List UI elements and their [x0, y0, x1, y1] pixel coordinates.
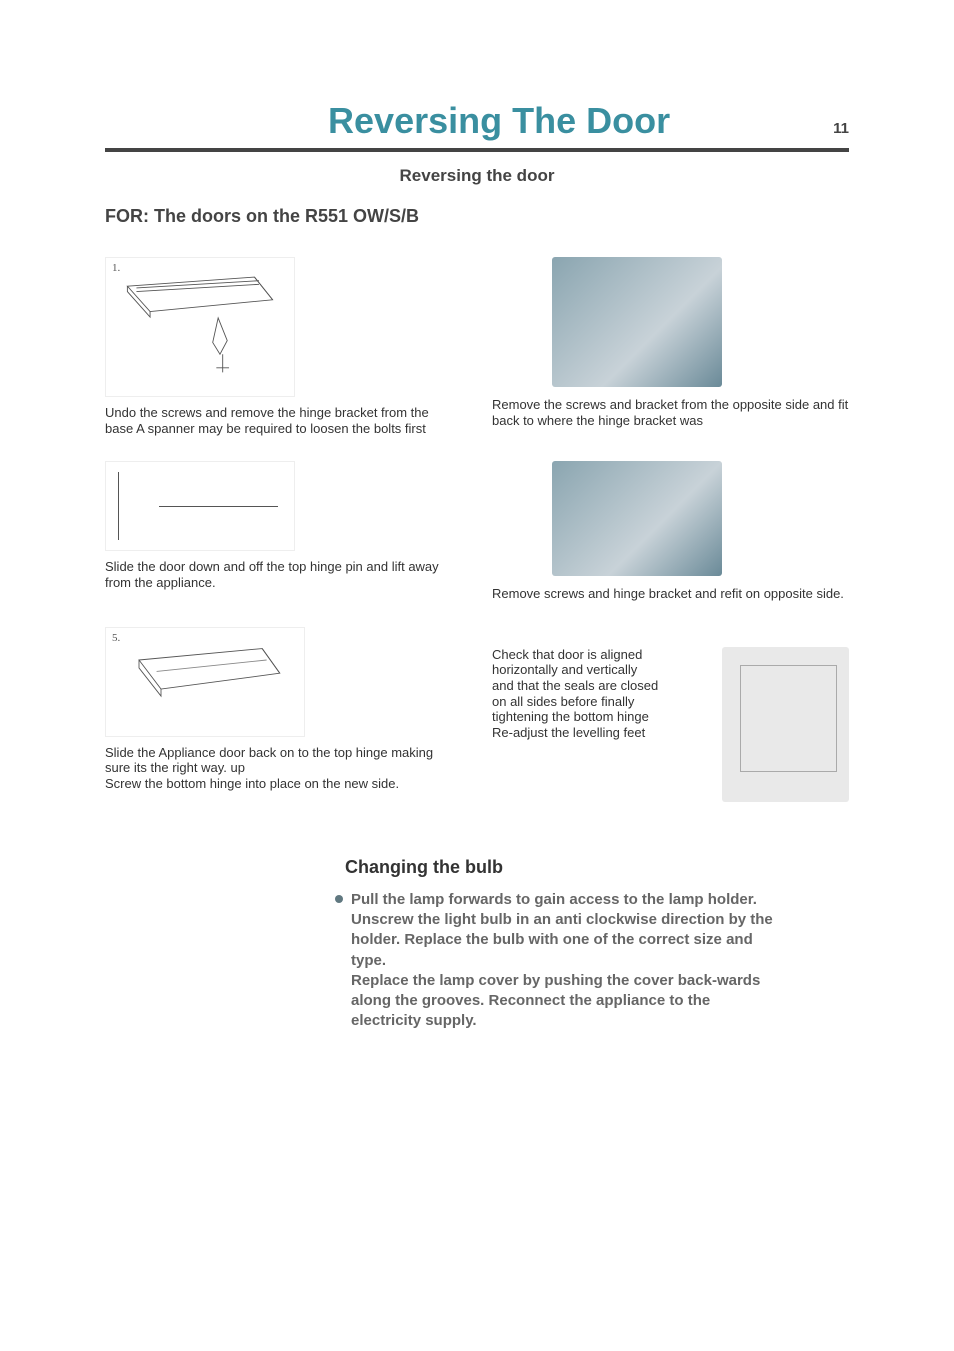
- bulb-text-part3: Replace the lamp cover by pushing the co…: [351, 972, 760, 1030]
- line-icon: [118, 472, 268, 540]
- check-row: Check that door is aligned horizontally …: [492, 647, 849, 802]
- figure-3-caption: Slide the door down and off the top hing…: [105, 559, 455, 590]
- figure-1-caption: Undo the screws and remove the hinge bra…: [105, 405, 455, 436]
- col-left-3: 5. Slide the Appliance door back on to t…: [105, 627, 462, 792]
- row-1: 1. Undo the screws and remove the hinge …: [105, 257, 849, 436]
- bulb-text-in: in: [516, 911, 529, 928]
- sketch-icon: [116, 638, 294, 726]
- col-right-3: Check that door is aligned horizontally …: [492, 627, 849, 802]
- page-title: Reversing The Door: [105, 100, 833, 142]
- figure-6-caption: Check that door is aligned horizontally …: [492, 647, 662, 741]
- title-row: Reversing The Door 11: [105, 100, 849, 152]
- col-right-2: Remove screws and hinge bracket and refi…: [492, 461, 849, 602]
- bulb-section: Changing the bulb Pull the lamp forwards…: [105, 857, 849, 1032]
- col-left-1: 1. Undo the screws and remove the hinge …: [105, 257, 462, 436]
- figure-7-diagram: [722, 647, 849, 802]
- bulb-body: Pull the lamp forwards to gain access to…: [335, 890, 849, 1032]
- figure-4-photo: [552, 461, 722, 576]
- bulb-heading: Changing the bulb: [335, 857, 849, 878]
- bullet-icon: [335, 895, 343, 903]
- bulb-text: Pull the lamp forwards to gain access to…: [351, 890, 781, 1032]
- figure-4-caption: Remove screws and hinge bracket and refi…: [492, 586, 849, 602]
- col-right-1: Remove the screws and bracket from the o…: [492, 257, 849, 436]
- figure-5-diagram: 5.: [105, 627, 305, 737]
- figure-1-diagram: 1.: [105, 257, 295, 397]
- figure-2-caption: Remove the screws and bracket from the o…: [492, 397, 849, 428]
- figure-3-diagram: [105, 461, 295, 551]
- col-left-2: Slide the door down and off the top hing…: [105, 461, 462, 602]
- sketch-icon: [116, 268, 284, 386]
- subtitle: Reversing the door: [105, 166, 849, 186]
- for-heading: FOR: The doors on the R551 OW/S/B: [105, 206, 849, 227]
- figure-5-caption: Slide the Appliance door back on to the …: [105, 745, 455, 792]
- figure-2-photo: [552, 257, 722, 387]
- page-number: 11: [833, 120, 849, 137]
- row-3: 5. Slide the Appliance door back on to t…: [105, 627, 849, 802]
- row-2: Slide the door down and off the top hing…: [105, 461, 849, 602]
